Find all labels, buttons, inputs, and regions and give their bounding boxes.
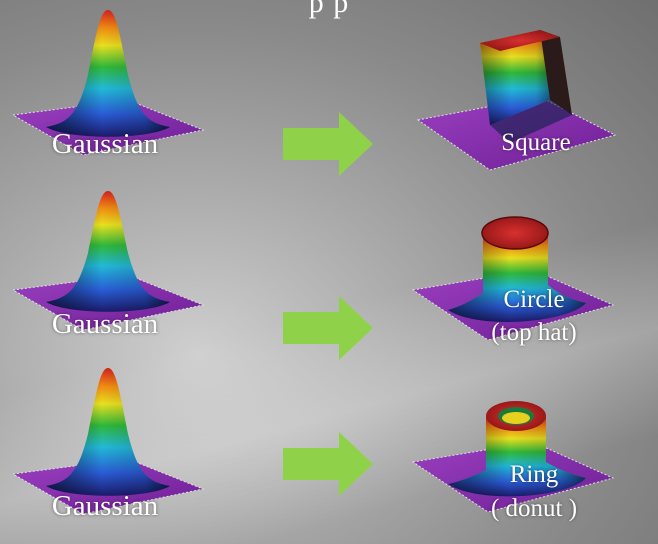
gaussian-profile-icon	[11, 191, 205, 331]
right-arrow-icon	[283, 112, 373, 176]
top-hat-label: (top hat)	[491, 319, 577, 346]
square-label: Square	[501, 129, 571, 156]
top-hat-profile-icon	[411, 216, 615, 341]
square-profile-icon	[416, 30, 617, 171]
circle-label: Circle	[503, 286, 565, 313]
gaussian-profile-icon	[11, 10, 205, 156]
right-arrow-icon	[283, 432, 373, 496]
donut-profile-icon	[411, 401, 615, 513]
gaussian-profile-icon	[11, 368, 205, 515]
cut-off-title: p p	[308, 0, 350, 19]
gaussian-label: Gaussian	[51, 128, 159, 160]
ring-label: Ring	[509, 461, 559, 488]
donut-label: ( donut )	[490, 495, 578, 522]
right-arrow-icon	[283, 296, 373, 360]
gaussian-label: Gaussian	[51, 490, 159, 522]
gaussian-label: Gaussian	[51, 308, 159, 340]
